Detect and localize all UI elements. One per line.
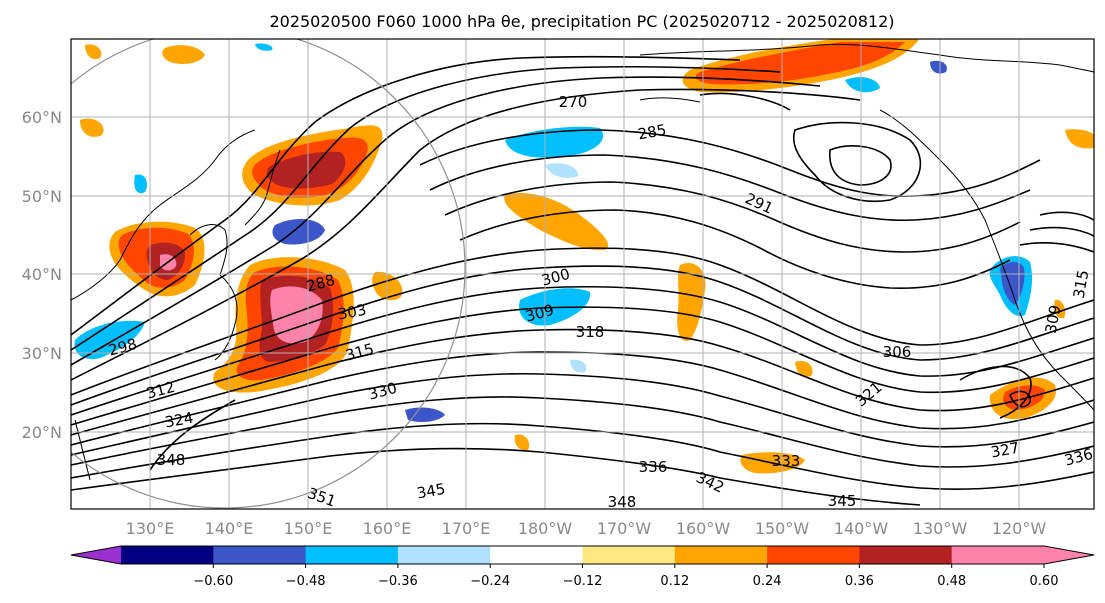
lon-label: 170°E	[442, 519, 491, 538]
lon-label: 160°E	[363, 519, 412, 538]
colorbar-box	[490, 546, 583, 564]
colorbar-tick-label: 0.12	[660, 574, 689, 589]
gridlines	[71, 39, 1094, 509]
colorbar-box	[305, 546, 399, 564]
lat-label: 60°N	[22, 108, 62, 127]
colorbar-high-extend	[1044, 546, 1094, 564]
colorbar-box	[674, 546, 768, 564]
colorbar-box	[767, 546, 860, 564]
lon-label: 160°W	[676, 519, 731, 538]
colorbar-box	[582, 546, 676, 564]
colorbar-box	[397, 546, 491, 564]
colorbar-outline	[70, 545, 1095, 565]
colorbar-box	[859, 546, 953, 564]
lon-label: 120°W	[992, 519, 1047, 538]
contour-label: 348	[157, 451, 186, 469]
lat-label: 40°N	[22, 265, 62, 284]
map-title: 2025020500 F060 1000 hPa θe, precipitati…	[269, 12, 894, 31]
colorbar-tick-label: −0.24	[470, 574, 510, 589]
lon-label: 150°W	[755, 519, 810, 538]
contour-label: 318	[576, 323, 605, 341]
colorbar-box	[213, 546, 307, 564]
colorbar-tick-label: 0.24	[753, 574, 782, 589]
colorbar-tick-label: −0.60	[193, 574, 233, 589]
lon-label: 130°W	[913, 519, 968, 538]
lon-label: 150°E	[284, 519, 333, 538]
contour-label: 306	[883, 343, 912, 361]
lat-label: 30°N	[22, 344, 62, 363]
range-circle	[71, 39, 466, 509]
lat-label: 20°N	[22, 423, 62, 442]
lat-label: 50°N	[22, 187, 62, 206]
lon-label: 140°W	[834, 519, 889, 538]
colorbar-tick-label: 0.48	[937, 574, 966, 589]
contour-label: 303	[336, 301, 367, 324]
latitude-labels: 20°N 30°N 40°N 50°N 60°N	[22, 108, 62, 442]
map-frame	[70, 38, 1095, 510]
colorbar-low-extend	[71, 546, 121, 564]
theta-e-contours	[71, 55, 1094, 506]
contour-label: 327	[989, 439, 1020, 462]
contour-label: 345	[828, 492, 857, 510]
colorbar: −0.60 −0.48 −0.36 −0.24 −0.12 0.12 0.24 0.36 0.4…	[70, 545, 1095, 589]
contour-label: 324	[163, 409, 194, 432]
precip-positive-shading	[80, 39, 1094, 474]
lon-label: 130°E	[126, 519, 175, 538]
contour-label: 345	[415, 480, 446, 503]
lon-label: 140°E	[205, 519, 254, 538]
contour-label: 309	[1042, 303, 1065, 334]
contour-label: 333	[772, 452, 801, 470]
contour-label: 315	[1070, 268, 1093, 299]
colorbar-tick-label: −0.48	[286, 574, 326, 589]
colorbar-box	[121, 546, 214, 564]
contour-label: 348	[608, 493, 637, 511]
contour-label: 270	[559, 93, 588, 111]
lon-label: 170°W	[597, 519, 652, 538]
contour-label: 285	[636, 121, 667, 144]
longitude-labels: 130°E 140°E 150°E 160°E 170°E 180°W 170°W 160°W…	[126, 519, 1047, 538]
colorbar-tick-label: 0.60	[1030, 574, 1059, 589]
colorbar-tick-label: −0.12	[563, 574, 603, 589]
colorbar-box	[951, 546, 1045, 564]
colorbar-tick-label: 0.36	[845, 574, 874, 589]
lon-label: 180°W	[518, 519, 573, 538]
colorbar-tick-label: −0.36	[378, 574, 418, 589]
contour-label: 336	[639, 458, 668, 476]
